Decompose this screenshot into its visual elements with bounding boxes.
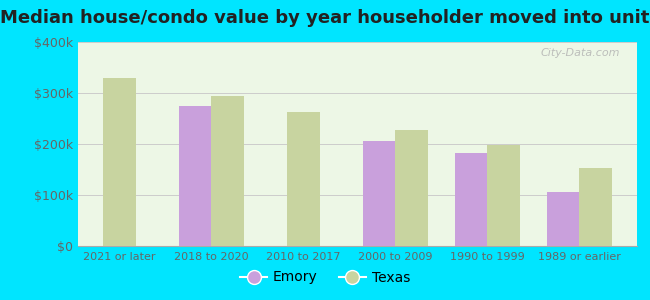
Bar — [287, 112, 320, 246]
Bar — [179, 106, 211, 246]
Bar — [363, 141, 395, 246]
Bar — [547, 193, 579, 246]
Legend: Emory, Texas: Emory, Texas — [234, 265, 416, 290]
Text: Median house/condo value by year householder moved into unit: Median house/condo value by year househo… — [0, 9, 650, 27]
Bar — [455, 153, 488, 246]
Bar — [579, 169, 612, 246]
Text: City-Data.com: City-Data.com — [541, 48, 620, 58]
Bar — [211, 95, 244, 246]
Bar — [395, 130, 428, 246]
Bar — [103, 78, 136, 246]
Bar — [488, 145, 519, 246]
